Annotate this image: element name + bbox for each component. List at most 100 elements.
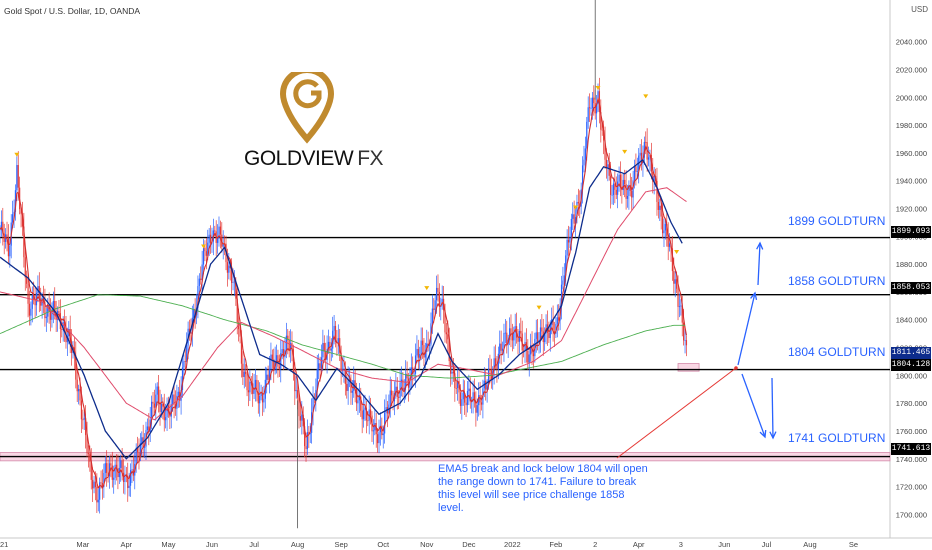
candle-body [506, 332, 508, 345]
x-tick-label: Apr [633, 540, 645, 549]
candle-body [636, 170, 638, 172]
candle-body [552, 319, 554, 332]
candle-body [190, 332, 192, 334]
annotation-pointer [616, 367, 737, 459]
candle-body [664, 223, 666, 231]
candle-body [136, 447, 139, 453]
candle-body [511, 334, 513, 341]
candle-body [254, 379, 257, 388]
x-tick-label: Se [849, 540, 858, 549]
x-tick-label: Nov [420, 540, 434, 549]
candle-body [527, 350, 529, 363]
candle-body [188, 328, 191, 333]
candle-body [202, 247, 205, 265]
candle-body [205, 251, 207, 256]
annotation-pointer-dot [734, 366, 738, 370]
candle-body [608, 164, 610, 176]
candle-body [447, 334, 449, 340]
candle-body [45, 316, 47, 319]
candle-body [163, 406, 165, 421]
arrow-down-2 [771, 377, 774, 439]
candle-body [337, 338, 339, 343]
x-tick-label: Aug [803, 540, 816, 549]
candle-body [364, 407, 366, 410]
candle-body [347, 380, 349, 391]
candle-body [607, 164, 609, 169]
candle-body [343, 368, 345, 371]
candle-body [148, 426, 150, 432]
candle-body [320, 357, 323, 369]
candle-body [539, 327, 542, 341]
candle-body [299, 416, 302, 421]
x-tick-label: Apr [121, 540, 133, 549]
arrow-up-2 [757, 242, 761, 286]
candle-body [54, 301, 56, 313]
candle-body [566, 239, 568, 256]
candle-body [288, 340, 290, 351]
candle-body [622, 179, 624, 191]
candle-body [517, 337, 519, 342]
candle-body [58, 311, 60, 314]
candle-body [308, 432, 310, 435]
candle-body [468, 388, 470, 392]
candle-body [384, 412, 386, 434]
candle-body [360, 396, 362, 411]
candle-body [480, 402, 483, 405]
candle-body [194, 308, 196, 316]
candle-body [198, 278, 200, 287]
price-badge-1899: 1899.093 [891, 226, 931, 238]
candle-body [13, 211, 15, 215]
candle-body [445, 332, 448, 335]
candle-body [351, 390, 353, 393]
signal-marker [424, 286, 430, 291]
candle-body [282, 349, 285, 358]
candle-body [659, 205, 661, 210]
candle-body [113, 477, 115, 480]
x-tick-label: 2022 [504, 540, 521, 549]
candle-body [83, 417, 85, 420]
candle-body [604, 140, 606, 160]
candle-body [107, 472, 109, 477]
candle-body [674, 279, 676, 284]
candle-body [586, 121, 588, 149]
logo-text-main: GOLDVIEW [244, 147, 354, 170]
candle-body [588, 107, 591, 109]
candle-body [677, 288, 679, 307]
candle-body [673, 271, 675, 284]
candle-body [419, 353, 421, 358]
candle-body [14, 190, 17, 212]
candle-body [501, 348, 504, 351]
candle-body [555, 323, 557, 334]
candle-body [548, 332, 550, 339]
candle-body [33, 295, 35, 300]
x-tick-label: Sep [334, 540, 347, 549]
candle-body [52, 301, 54, 310]
candle-body [240, 336, 243, 364]
candle-body [243, 371, 245, 377]
y-tick-label: 1740.000 [896, 455, 927, 464]
candle-body [645, 141, 647, 143]
candle-body [6, 234, 8, 238]
candle-body [79, 388, 81, 401]
candle-body [358, 396, 360, 401]
candle-body [377, 434, 379, 444]
candle-body [162, 403, 164, 407]
candle-body [572, 214, 574, 219]
candle-body [92, 479, 94, 489]
candle-body [457, 381, 459, 389]
candle-body [348, 379, 351, 381]
candle-body [464, 392, 466, 403]
candle-body [266, 374, 268, 380]
candle-body [177, 391, 179, 396]
arrow-down-2-head [769, 431, 777, 440]
candle-body [44, 302, 46, 319]
candle-body [487, 368, 490, 385]
candle-body [469, 388, 471, 402]
candle-body [615, 189, 617, 195]
candle-body [635, 166, 637, 172]
candle-body [619, 174, 622, 187]
x-tick-label: 2021 [0, 540, 8, 549]
x-tick-label: Jul [762, 540, 772, 549]
candle-body [153, 403, 156, 408]
candle-body [565, 255, 567, 276]
